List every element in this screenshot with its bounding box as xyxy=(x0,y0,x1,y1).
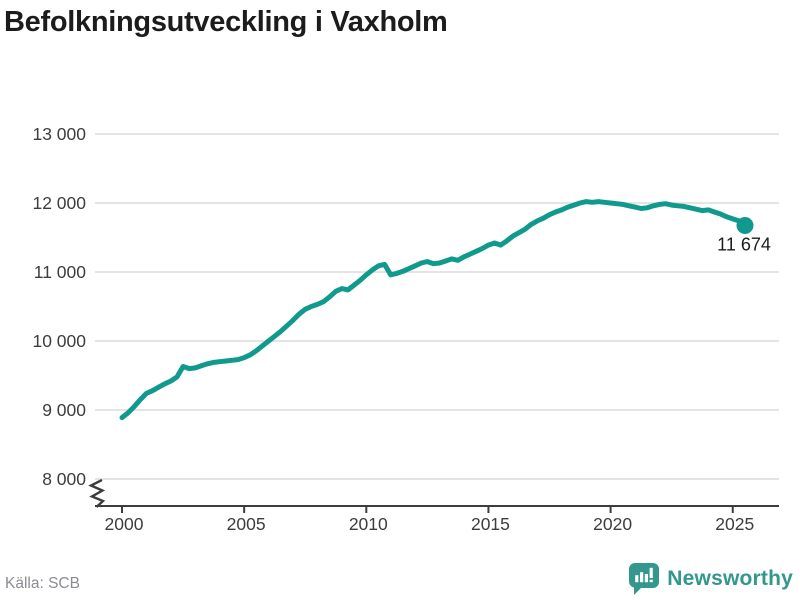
xtick-label-2015: 2015 xyxy=(471,514,510,534)
ytick-label-10000: 10 000 xyxy=(32,331,86,351)
xtick-label-2010: 2010 xyxy=(349,514,388,534)
bar-chart-glyph xyxy=(635,567,654,583)
ytick-label-8000: 8 000 xyxy=(42,469,86,489)
xtick-label-2000: 2000 xyxy=(105,514,144,534)
latest-value-label: 11 674 xyxy=(717,235,771,255)
population-line[interactable] xyxy=(119,199,748,421)
y-axis-labels: 13 000 12 000 11 000 10 000 9 000 8 000 xyxy=(32,124,86,489)
newsworthy-bubble-chart-icon xyxy=(629,563,660,595)
ytick-label-9000: 9 000 xyxy=(42,400,86,420)
xtick-label-2005: 2005 xyxy=(227,514,266,534)
newsworthy-logo[interactable]: Newsworthy xyxy=(629,563,793,595)
ytick-label-13000: 13 000 xyxy=(32,124,86,144)
axis-break-icon xyxy=(88,478,106,508)
xtick-label-2020: 2020 xyxy=(593,514,632,534)
ytick-label-12000: 12 000 xyxy=(32,193,86,213)
ytick-label-11000: 11 000 xyxy=(34,262,86,282)
source-label: Källa: SCB xyxy=(5,575,80,592)
latest-point-marker[interactable] xyxy=(736,217,754,234)
x-axis-labels: 2000 2005 2010 2015 2020 2025 xyxy=(105,514,755,534)
xtick-label-2025: 2025 xyxy=(715,514,754,534)
gridlines xyxy=(95,133,779,480)
page-title: Befolkningsutveckling i Vaxholm xyxy=(4,6,448,38)
x-axis-ticks xyxy=(121,506,734,513)
newsworthy-wordmark: Newsworthy xyxy=(667,567,793,590)
